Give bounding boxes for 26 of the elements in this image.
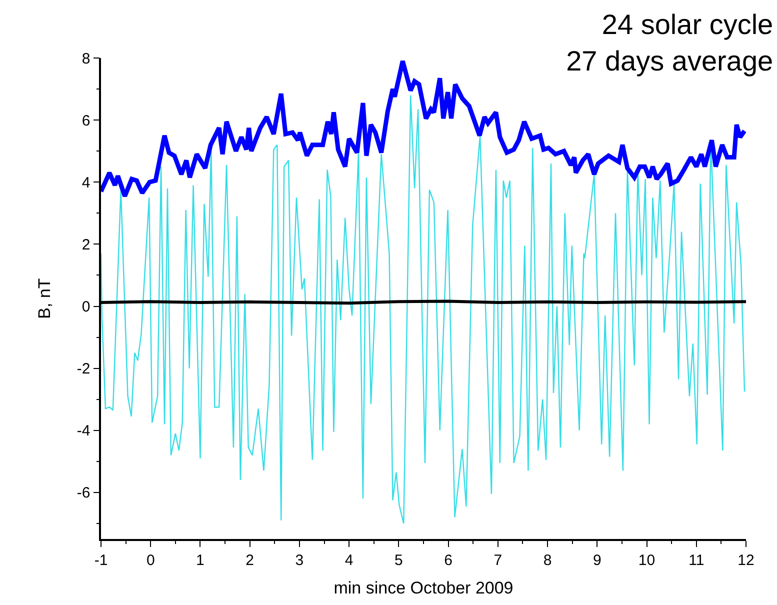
y-tick-label: -4: [76, 422, 90, 440]
x-tick-label: 7: [494, 552, 502, 569]
x-axis-title: min since October 2009: [334, 578, 514, 598]
x-tick-label: 6: [444, 552, 452, 569]
x-tick-label: 1: [196, 552, 204, 569]
y-tick-label: 2: [82, 236, 90, 254]
x-tick-label: 5: [394, 552, 403, 569]
x-tick-label: 0: [146, 552, 155, 569]
y-tick-label: -2: [76, 360, 90, 378]
x-tick-label: 8: [543, 552, 552, 569]
y-tick-label: 4: [82, 174, 90, 192]
x-tick-label: 4: [344, 552, 354, 569]
x-tick-label: -1: [94, 552, 108, 569]
x-tick-label: 3: [295, 552, 304, 569]
x-tick-label: 12: [738, 552, 754, 569]
x-tick-label: 10: [638, 552, 656, 569]
y-tick-label: -6: [76, 484, 90, 502]
chart-title: 24 solar cycle 27 days average: [566, 8, 774, 76]
y-tick-label: 0: [82, 298, 90, 316]
y-tick-label: 6: [82, 112, 90, 130]
x-tick-label: 2: [246, 552, 254, 569]
line-series: [101, 94, 746, 524]
y-axis-title: B, nT: [34, 278, 54, 319]
y-tick-label: 8: [82, 50, 90, 68]
x-tick-label: 9: [592, 552, 602, 569]
x-tick-label: 11: [688, 552, 704, 569]
